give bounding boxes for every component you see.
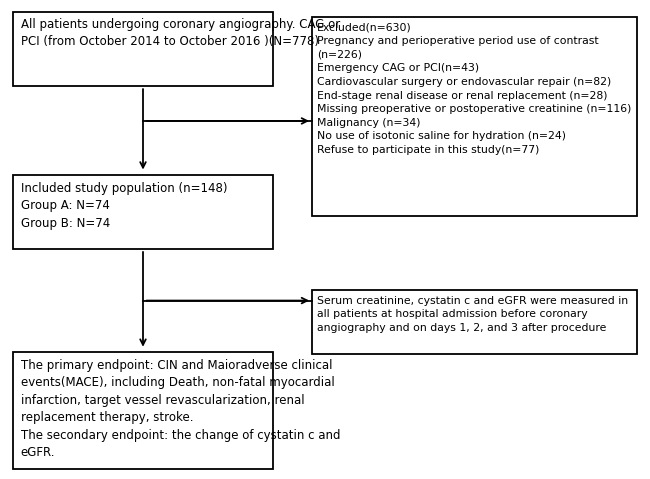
Text: All patients undergoing coronary angiography. CAG or
PCI (from October 2014 to O: All patients undergoing coronary angiogr… — [21, 18, 340, 48]
FancyBboxPatch shape — [13, 175, 273, 249]
FancyBboxPatch shape — [312, 290, 637, 354]
Text: Excluded(n=630)
Pregnancy and perioperative period use of contrast
(n=226)
Emerg: Excluded(n=630) Pregnancy and perioperat… — [317, 23, 632, 155]
FancyBboxPatch shape — [13, 352, 273, 469]
Text: Included study population (n=148)
Group A: N=74
Group B: N=74: Included study population (n=148) Group … — [21, 182, 227, 229]
FancyBboxPatch shape — [312, 17, 637, 216]
Text: The primary endpoint: CIN and Maioradverse clinical
events(MACE), including Deat: The primary endpoint: CIN and Maioradver… — [21, 359, 341, 459]
Text: Serum creatinine, cystatin c and eGFR were measured in
all patients at hospital : Serum creatinine, cystatin c and eGFR we… — [317, 296, 629, 333]
FancyBboxPatch shape — [13, 12, 273, 86]
